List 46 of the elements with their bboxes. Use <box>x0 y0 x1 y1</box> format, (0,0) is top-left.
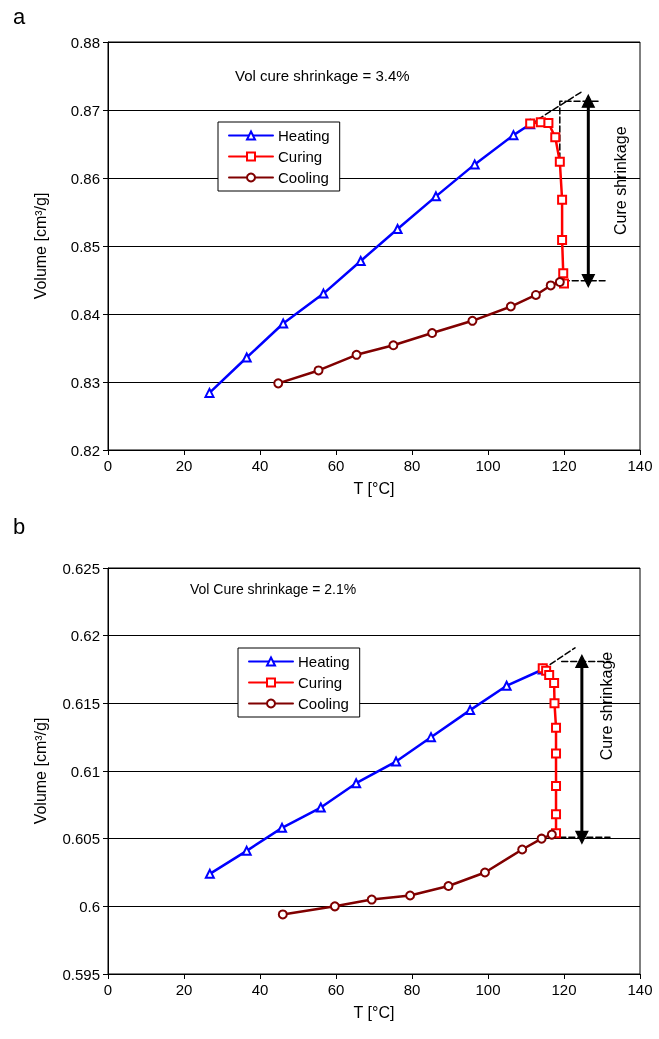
x-tick-label: 140 <box>627 457 653 474</box>
legend-label: Cooling <box>278 169 329 186</box>
y-tick-label: 0.615 <box>62 694 100 712</box>
x-tick-label: 40 <box>251 457 269 474</box>
legend-label: Heating <box>278 127 330 144</box>
annotation: Vol Cure shrinkage = 2.1% <box>190 581 357 597</box>
y-tick-label: 0.605 <box>62 830 100 848</box>
y-axis-title: Volume [cm³/g] <box>31 192 49 300</box>
x-tick-label: 100 <box>475 981 501 998</box>
y-tick-label: 0.595 <box>62 965 100 983</box>
y-tick-label: 0.84 <box>70 305 100 323</box>
annotation: Cure shrinkage <box>597 651 615 761</box>
x-tick-label: 60 <box>327 457 345 474</box>
annotation: Cure shrinkage <box>611 126 629 235</box>
x-tick-label: 140 <box>627 981 653 998</box>
x-tick-label: 80 <box>403 457 421 474</box>
x-tick-label: 20 <box>175 981 193 998</box>
y-tick-label: 0.83 <box>70 373 100 391</box>
x-tick-label: 20 <box>175 457 193 474</box>
y-tick-label: 0.6 <box>79 897 100 915</box>
y-tick-label: 0.82 <box>70 441 100 459</box>
legend-label: Cooling <box>298 695 349 712</box>
x-axis-title: T [°C] <box>353 479 395 497</box>
x-tick-label: 120 <box>551 981 577 998</box>
y-tick-label: 0.88 <box>70 33 100 51</box>
chart-title: b <box>13 513 26 539</box>
y-tick-label: 0.87 <box>70 101 100 119</box>
y-tick-label: 0.61 <box>70 762 100 780</box>
y-tick-label: 0.85 <box>70 237 100 255</box>
x-tick-label: 0 <box>103 981 113 998</box>
chart-title: a <box>13 3 26 29</box>
x-tick-label: 60 <box>327 981 345 998</box>
x-tick-label: 120 <box>551 457 577 474</box>
x-tick-label: 100 <box>475 457 501 474</box>
y-tick-label: 0.86 <box>70 169 100 187</box>
x-tick-label: 40 <box>251 981 269 998</box>
legend-label: Heating <box>298 653 350 670</box>
x-tick-label: 0 <box>103 457 113 474</box>
y-tick-label: 0.625 <box>62 559 100 577</box>
y-tick-label: 0.62 <box>70 627 100 645</box>
legend-label: Curing <box>298 674 343 691</box>
legend-label: Curing <box>278 148 323 165</box>
y-axis-title: Volume [cm³/g] <box>31 717 49 825</box>
annotation: Vol cure shrinkage = 3.4% <box>235 67 410 84</box>
x-axis-title: T [°C] <box>353 1003 395 1021</box>
x-tick-label: 80 <box>403 981 421 998</box>
